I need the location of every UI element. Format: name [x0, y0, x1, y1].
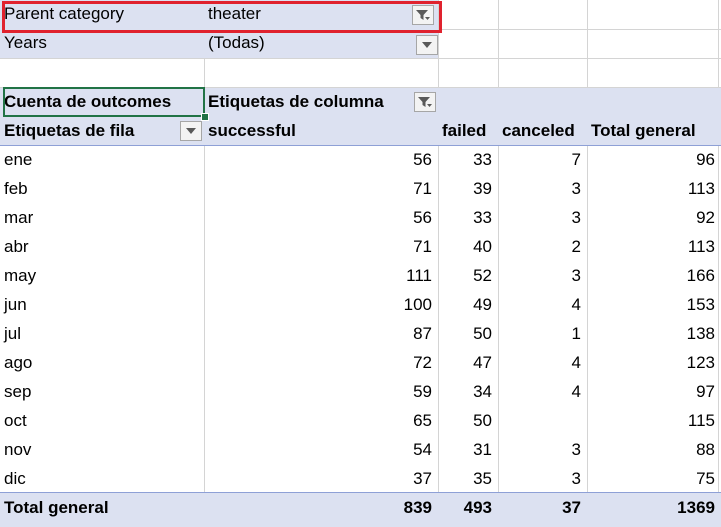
filter-label-years: Years [0, 29, 204, 58]
cell-canceled[interactable]: 2 [571, 237, 581, 256]
cell-failed[interactable]: 39 [473, 179, 492, 198]
grand-total-canceled[interactable]: 37 [562, 498, 581, 517]
cell-failed[interactable]: 31 [473, 440, 492, 459]
grand-total-total[interactable]: 1369 [677, 498, 715, 517]
grand-total-successful[interactable]: 839 [403, 498, 432, 517]
cell-canceled[interactable]: 3 [571, 266, 581, 285]
cell-failed[interactable]: 40 [473, 237, 492, 256]
total-divider [0, 492, 721, 493]
grand-total-failed[interactable]: 493 [463, 498, 492, 517]
cell-total[interactable]: 113 [687, 179, 715, 198]
cell-failed[interactable]: 50 [473, 411, 492, 430]
row-label[interactable]: feb [4, 179, 28, 198]
cell-canceled[interactable] [498, 407, 587, 436]
cell-canceled[interactable]: 4 [571, 353, 581, 372]
row-filter-chevron-down-icon[interactable] [180, 121, 202, 141]
pivot-column-labels-header[interactable]: Etiquetas de columna [208, 92, 384, 111]
cell-successful[interactable]: 56 [413, 208, 432, 227]
cell-successful[interactable]: 56 [413, 150, 432, 169]
row-label[interactable]: dic [4, 469, 26, 488]
row-label[interactable]: mar [4, 208, 34, 227]
cell-successful[interactable]: 71 [413, 237, 432, 256]
cell-failed[interactable]: 52 [473, 266, 492, 285]
cell-successful[interactable]: 37 [413, 469, 432, 488]
cell-successful[interactable]: 65 [413, 411, 432, 430]
row-label[interactable]: jul [4, 324, 22, 343]
cell-total[interactable]: 153 [686, 295, 715, 314]
column-header-total-general[interactable]: Total general [591, 121, 696, 140]
cell-canceled[interactable]: 1 [571, 324, 581, 343]
cell-failed[interactable]: 50 [473, 324, 492, 343]
filter-label-parent-category: Parent category [0, 0, 204, 29]
row-label[interactable]: nov [4, 440, 32, 459]
cell-total[interactable]: 166 [686, 266, 715, 285]
filter-value-years[interactable]: (Todas) [204, 29, 438, 58]
grand-total-label[interactable]: Total general [4, 498, 109, 517]
cell-successful[interactable]: 72 [413, 353, 432, 372]
row-label[interactable]: abr [4, 237, 29, 256]
cell-total[interactable]: 115 [687, 411, 715, 430]
cell-total[interactable]: 123 [686, 353, 715, 372]
cell-failed[interactable]: 34 [473, 382, 492, 401]
row-label[interactable]: ene [4, 150, 33, 169]
column-header-successful[interactable]: successful [208, 121, 296, 140]
cell-successful[interactable]: 111 [406, 266, 432, 285]
cell-failed[interactable]: 33 [473, 150, 492, 169]
row-label[interactable]: oct [4, 411, 27, 430]
cell-canceled[interactable]: 7 [571, 150, 581, 169]
cell-successful[interactable]: 59 [413, 382, 432, 401]
cell-total[interactable]: 75 [696, 469, 715, 488]
row-label[interactable]: ago [4, 353, 33, 372]
row-label[interactable]: jun [4, 295, 27, 314]
cell-successful[interactable]: 71 [413, 179, 432, 198]
cell-total[interactable]: 92 [696, 208, 715, 227]
cell-canceled[interactable]: 4 [571, 295, 581, 314]
column-header-canceled[interactable]: canceled [502, 121, 575, 140]
fill-handle[interactable] [201, 113, 209, 121]
cell-canceled[interactable]: 3 [571, 208, 581, 227]
header-divider [0, 145, 721, 146]
pivot-value-label[interactable]: Cuenta de outcomes [4, 92, 172, 111]
cell-canceled[interactable]: 4 [571, 382, 581, 401]
cell-total[interactable]: 97 [696, 382, 715, 401]
cell-total[interactable]: 96 [696, 150, 715, 169]
row-label[interactable]: may [4, 266, 37, 285]
grand-total-band [0, 493, 721, 527]
cell-failed[interactable]: 49 [473, 295, 492, 314]
cell-failed[interactable]: 47 [473, 353, 492, 372]
cell-canceled[interactable]: 3 [571, 469, 581, 488]
cell-successful[interactable]: 87 [413, 324, 432, 343]
column-header-failed[interactable]: failed [442, 121, 487, 140]
cell-canceled[interactable]: 3 [571, 440, 581, 459]
row-label[interactable]: sep [4, 382, 32, 401]
cell-total[interactable]: 88 [696, 440, 715, 459]
cell-canceled[interactable]: 3 [571, 179, 581, 198]
cell-failed[interactable]: 35 [473, 469, 492, 488]
cell-total[interactable]: 138 [686, 324, 715, 343]
cell-total[interactable]: 113 [687, 237, 715, 256]
filter-value-parent-category[interactable]: theater [204, 0, 438, 29]
filter-funnel-icon[interactable] [412, 5, 434, 25]
cell-successful[interactable]: 100 [403, 295, 432, 314]
cell-failed[interactable]: 33 [473, 208, 492, 227]
cell-successful[interactable]: 54 [413, 440, 432, 459]
pivot-header-band [0, 88, 721, 146]
chevron-down-icon[interactable] [416, 35, 438, 55]
active-cell-outline [3, 87, 205, 117]
pivot-row-labels-header[interactable]: Etiquetas de fila [4, 121, 135, 140]
column-filter-funnel-icon[interactable] [414, 92, 436, 112]
